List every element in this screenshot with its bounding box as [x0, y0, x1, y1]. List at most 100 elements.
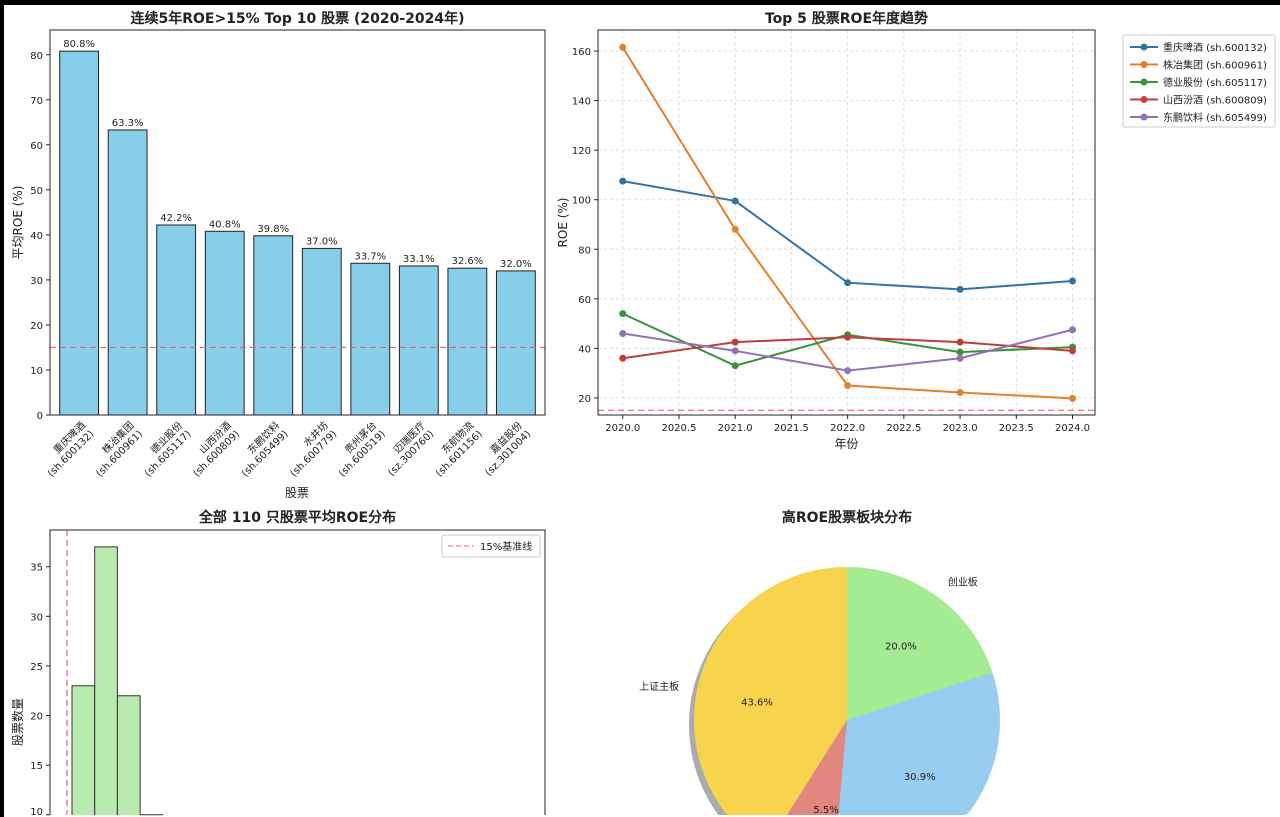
chart-title: 高ROE股票板块分布	[782, 509, 912, 526]
x-tick-label: 2021.0	[718, 423, 753, 434]
data-label: 63.3%	[112, 118, 144, 129]
chart-title: Top 5 股票ROE年度趋势	[765, 10, 928, 27]
x-tick-label: 2024.0	[1055, 423, 1090, 434]
pie-pct-label: 30.9%	[904, 772, 936, 783]
pie-pct-label: 20.0%	[885, 642, 917, 653]
y-tick-label: 60	[578, 295, 591, 306]
bar	[204, 230, 245, 416]
x-tick-label: 2023.5	[999, 423, 1034, 434]
data-label: 39.8%	[257, 224, 289, 235]
data-label: 37.0%	[306, 236, 338, 247]
pie-slice	[694, 567, 847, 815]
y-tick-label: 10	[30, 366, 43, 377]
y-tick-label: 30	[30, 612, 43, 623]
legend: 15%基准线	[441, 534, 541, 558]
data-point	[619, 354, 627, 362]
histogram-bar	[116, 695, 141, 815]
data-point	[844, 367, 852, 375]
data-label: 32.6%	[451, 256, 483, 267]
data-point	[731, 225, 739, 233]
figure: 连续5年ROE>15% Top 10 股票 (2020-2024年) 80.8% 重…	[4, 5, 1280, 817]
data-label: 42.2%	[160, 213, 192, 224]
y-tick-label: 0	[37, 411, 43, 422]
bar	[156, 224, 197, 416]
data-label: 80.8%	[63, 39, 95, 50]
y-tick-label: 70	[30, 96, 43, 107]
x-tick-label: 东航物流(sh.601156)	[434, 419, 485, 480]
pie-slice	[838, 672, 1000, 815]
y-tick-label: 40	[578, 344, 591, 355]
legend-marker	[1140, 78, 1148, 86]
y-tick-label: 15	[30, 761, 43, 772]
data-point	[1069, 394, 1077, 402]
x-tick-label: 贵州茅台(sh.600519)	[337, 419, 388, 480]
data-point	[619, 43, 627, 51]
histogram-bar	[71, 685, 96, 815]
y-tick-label: 35	[30, 563, 43, 574]
data-label: 40.8%	[209, 219, 241, 230]
x-axis-label: 股票	[285, 486, 309, 500]
legend: 重庆啤酒 (sh.600132) 株冶集团 (sh.600961) 德业股份 (sh…	[1122, 34, 1276, 128]
x-tick-label: 重庆啤酒(sh.600132)	[46, 419, 97, 480]
y-tick-label: 120	[572, 146, 591, 157]
y-tick-label: 30	[30, 276, 43, 287]
bar	[495, 270, 536, 416]
y-axis-label: 平均ROE (%)	[11, 186, 25, 260]
data-label: 33.1%	[403, 254, 435, 265]
data-point	[844, 279, 852, 287]
legend-marker	[1140, 96, 1148, 103]
bar	[253, 235, 294, 416]
bar	[107, 129, 148, 416]
x-tick-label: 2020.0	[605, 423, 640, 434]
x-tick-label: 水井坊(sh.600779)	[288, 419, 339, 480]
x-tick-label: 山西汾酒(sh.600809)	[191, 419, 242, 479]
data-point	[956, 338, 964, 346]
data-point	[956, 285, 964, 293]
legend-label: 15%基准线	[480, 540, 532, 553]
data-point	[619, 329, 627, 337]
x-tick-label: 东鹏饮料(sh.605499)	[240, 419, 291, 480]
y-axis-label: ROE (%)	[556, 198, 570, 248]
legend-label: 东鹏饮料 (sh.605499)	[1163, 111, 1267, 124]
legend-marker	[1140, 43, 1148, 51]
y-tick-label: 80	[30, 51, 43, 62]
y-tick-label: 20	[30, 321, 43, 332]
data-point	[844, 382, 852, 390]
y-tick-label: 25	[30, 662, 43, 673]
data-point	[844, 333, 852, 341]
chart-title: 连续5年ROE>15% Top 10 股票 (2020-2024年)	[130, 10, 464, 27]
x-tick-label: 2020.5	[661, 423, 696, 434]
y-tick-label: 20	[30, 712, 43, 723]
y-tick-label: 80	[578, 245, 591, 256]
pie-slice	[787, 720, 847, 815]
y-tick-label: 140	[572, 97, 591, 108]
axes-frame	[597, 29, 1096, 416]
axes-frame	[49, 529, 546, 815]
chart-title: 全部 110 只股票平均ROE分布	[198, 509, 396, 526]
legend-label: 山西汾酒 (sh.600809)	[1163, 95, 1267, 107]
data-point	[1069, 347, 1077, 355]
data-label: 32.0%	[500, 259, 532, 270]
legend-label: 株冶集团 (sh.600961)	[1163, 59, 1267, 72]
chart-canvas: 连续5年ROE>15% Top 10 股票 (2020-2024年) 80.8% 重…	[10, 10, 1276, 817]
y-tick-label: 160	[572, 47, 591, 58]
data-point	[956, 348, 964, 356]
data-point	[731, 197, 739, 205]
data-point	[956, 354, 964, 362]
bar	[301, 247, 342, 416]
y-axis-label: 股票数量	[10, 698, 25, 746]
x-tick-label: 2022.0	[830, 423, 865, 434]
legend-frame	[441, 534, 541, 558]
y-tick-label: 20	[578, 394, 591, 405]
histogram-bar	[94, 546, 118, 815]
bar	[350, 262, 391, 416]
data-point	[731, 338, 739, 346]
x-tick-label: 2022.5	[886, 423, 921, 434]
axes-frame	[49, 29, 546, 416]
pie-slice	[847, 567, 993, 720]
y-tick-label: 40	[30, 231, 43, 242]
legend-frame	[1122, 34, 1276, 128]
x-tick-label: 株冶集团(sh.600961)	[94, 419, 145, 480]
y-tick-label: 60	[30, 141, 43, 152]
bar	[398, 265, 439, 416]
